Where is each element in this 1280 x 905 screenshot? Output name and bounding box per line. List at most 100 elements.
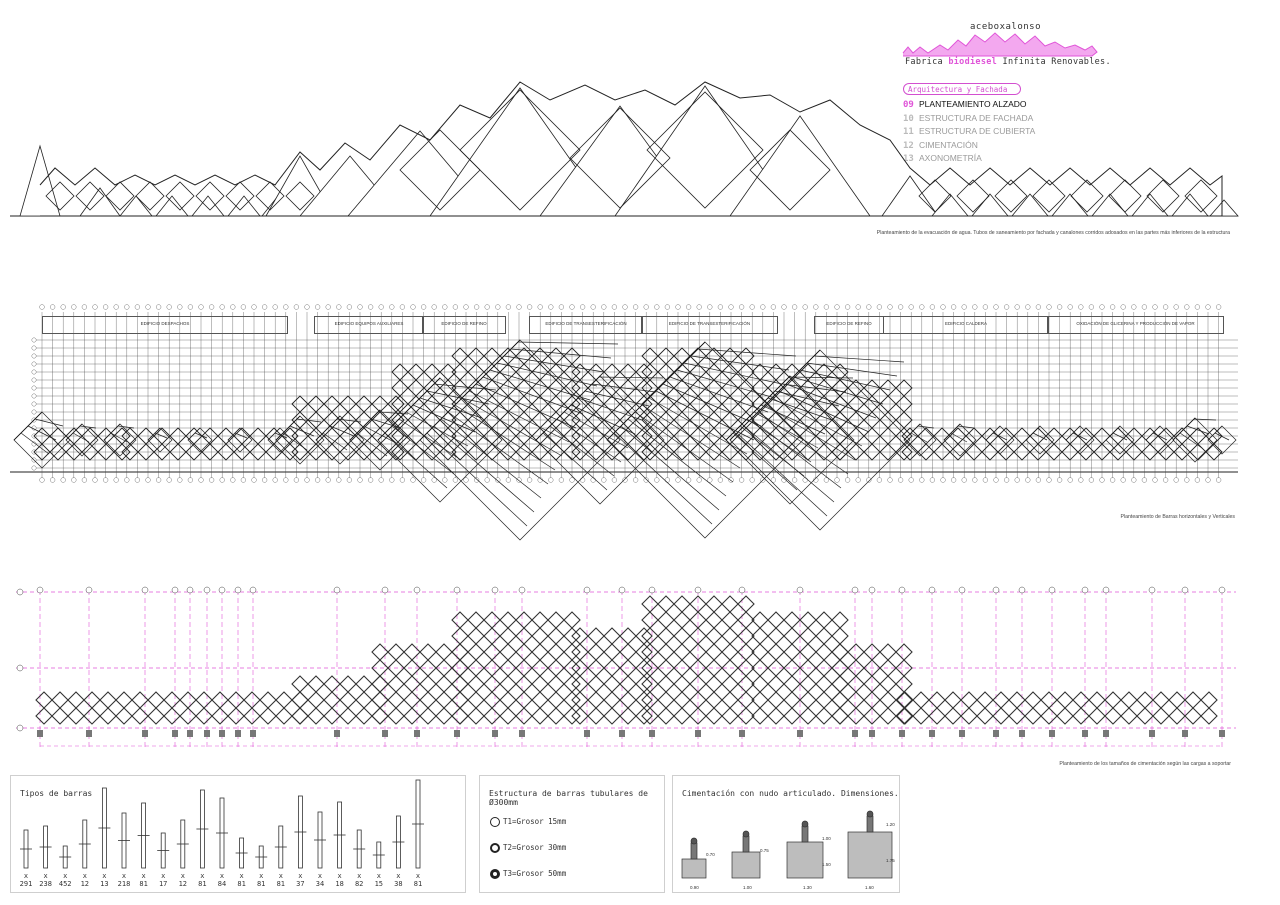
roof-peak xyxy=(971,193,1009,217)
lattice-cell xyxy=(179,707,197,725)
axis-bubble xyxy=(618,586,626,594)
lattice-bar xyxy=(957,425,975,429)
lattice-cell xyxy=(1072,707,1090,725)
axis-bubble xyxy=(1099,304,1105,310)
facade-panel xyxy=(255,181,285,211)
menu-num: 09 xyxy=(903,100,914,110)
lattice-cell xyxy=(1072,691,1090,709)
lattice-cell xyxy=(831,707,849,725)
footing xyxy=(1103,730,1109,737)
lattice-bar xyxy=(542,432,608,491)
lattice-cell xyxy=(619,707,637,725)
axis-bubble xyxy=(898,477,904,483)
axis-bubble xyxy=(648,586,656,594)
foundation-dimension: 0.75 xyxy=(760,848,769,853)
axis-bubble xyxy=(336,304,342,310)
lattice-cell xyxy=(673,675,691,693)
axis-bubble xyxy=(527,304,533,310)
lattice-cell xyxy=(531,707,549,725)
axis-bubble xyxy=(601,304,607,310)
bar-count-multiplier: x xyxy=(415,872,421,880)
footing xyxy=(929,730,935,737)
lattice-node xyxy=(65,423,99,457)
lattice-cell xyxy=(323,707,341,725)
lattice-bar xyxy=(1152,432,1168,441)
lattice-cell xyxy=(657,691,675,709)
footing xyxy=(382,730,388,737)
axis-bubble xyxy=(993,477,999,483)
axis-bubble xyxy=(198,304,204,310)
lattice-cell xyxy=(831,675,849,693)
axis-bubble xyxy=(796,586,804,594)
axis-bubble xyxy=(1057,304,1063,310)
facade-panel xyxy=(569,107,671,209)
axis-bubble xyxy=(209,477,215,483)
lattice-cell xyxy=(51,707,69,725)
footing xyxy=(1149,730,1155,737)
bar-count-multiplier: x xyxy=(43,872,48,880)
menu-item-cubierta[interactable]: 11 ESTRUCTURA DE CUBIERTA xyxy=(903,125,1035,139)
bar-count-value: 81 xyxy=(276,880,286,888)
lattice-cell xyxy=(1024,691,1042,709)
axis-bubble xyxy=(961,304,967,310)
axis-bubble xyxy=(209,304,215,310)
foundation-dimension: 1.00 xyxy=(743,885,752,890)
axis-bubble xyxy=(491,586,499,594)
lattice-cell xyxy=(339,691,357,709)
axis-bubble xyxy=(739,304,745,310)
axis-bubble xyxy=(1184,477,1190,483)
lattice-cell xyxy=(1008,707,1026,725)
lattice-cell xyxy=(673,627,691,645)
lattice-bar xyxy=(662,383,762,427)
axis-bubble xyxy=(389,304,395,310)
axis-bubble xyxy=(928,586,936,594)
lattice-bar xyxy=(1172,417,1196,441)
facade-panel xyxy=(399,129,481,211)
menu-item-cimentacion[interactable]: 12 CIMENTACIÓN xyxy=(903,139,1035,153)
bar-count-multiplier: x xyxy=(200,872,205,880)
lattice-cell xyxy=(705,595,723,613)
axis-bubble xyxy=(240,304,246,310)
lattice-cell xyxy=(1184,707,1202,725)
lattice-cell xyxy=(547,675,565,693)
space-label: EDIFICIO EQUIPOS AUXILIARES xyxy=(314,316,424,334)
facade-panel xyxy=(459,89,581,211)
axis-bubble xyxy=(60,477,66,483)
section-badge[interactable]: Arquitectura y Fachada xyxy=(903,83,1021,95)
lattice-bar xyxy=(329,425,355,437)
lattice-cell xyxy=(371,691,389,709)
axis-bubble xyxy=(186,586,194,594)
lattice-cell xyxy=(783,627,801,645)
lattice-cell xyxy=(799,707,817,725)
axis-bubble xyxy=(1004,477,1010,483)
lattice-cell xyxy=(641,627,659,645)
axis-bubble xyxy=(548,304,554,310)
menu-item-fachada[interactable]: 10 ESTRUCTURA DE FACHADA xyxy=(903,112,1035,126)
axis-bubble xyxy=(845,477,851,483)
lattice-bar xyxy=(549,425,615,477)
lattice-cell xyxy=(895,443,913,461)
bar-type-count: x 81 xyxy=(268,872,294,888)
lattice-cell xyxy=(1200,691,1218,709)
menu-item-alzado[interactable]: 09 PLANTEAMIENTO ALZADO xyxy=(903,98,1035,112)
level-bubble xyxy=(31,345,37,351)
axis-bubble xyxy=(1048,586,1056,594)
axis-bubble xyxy=(908,477,914,483)
axis-bubble xyxy=(156,477,162,483)
axis-bubble xyxy=(1163,477,1169,483)
level-bubble xyxy=(31,385,37,391)
level-bubble xyxy=(31,353,37,359)
menu-item-axonometria[interactable]: 13 AXONOMETRÍA xyxy=(903,152,1035,166)
lattice-cell xyxy=(1104,707,1122,725)
lattice-cell xyxy=(783,675,801,693)
axis-bubble xyxy=(580,477,586,483)
lattice-cell xyxy=(99,691,117,709)
axis-bubble xyxy=(1120,477,1126,483)
axis-bubble xyxy=(103,304,109,310)
lattice-cell xyxy=(451,643,469,661)
lattice-cell xyxy=(619,675,637,693)
menu-num: 11 xyxy=(903,127,914,137)
bar-count-value: 15 xyxy=(374,880,384,888)
lattice-cell xyxy=(435,675,453,693)
bar-type-count: x 81 xyxy=(248,872,274,888)
